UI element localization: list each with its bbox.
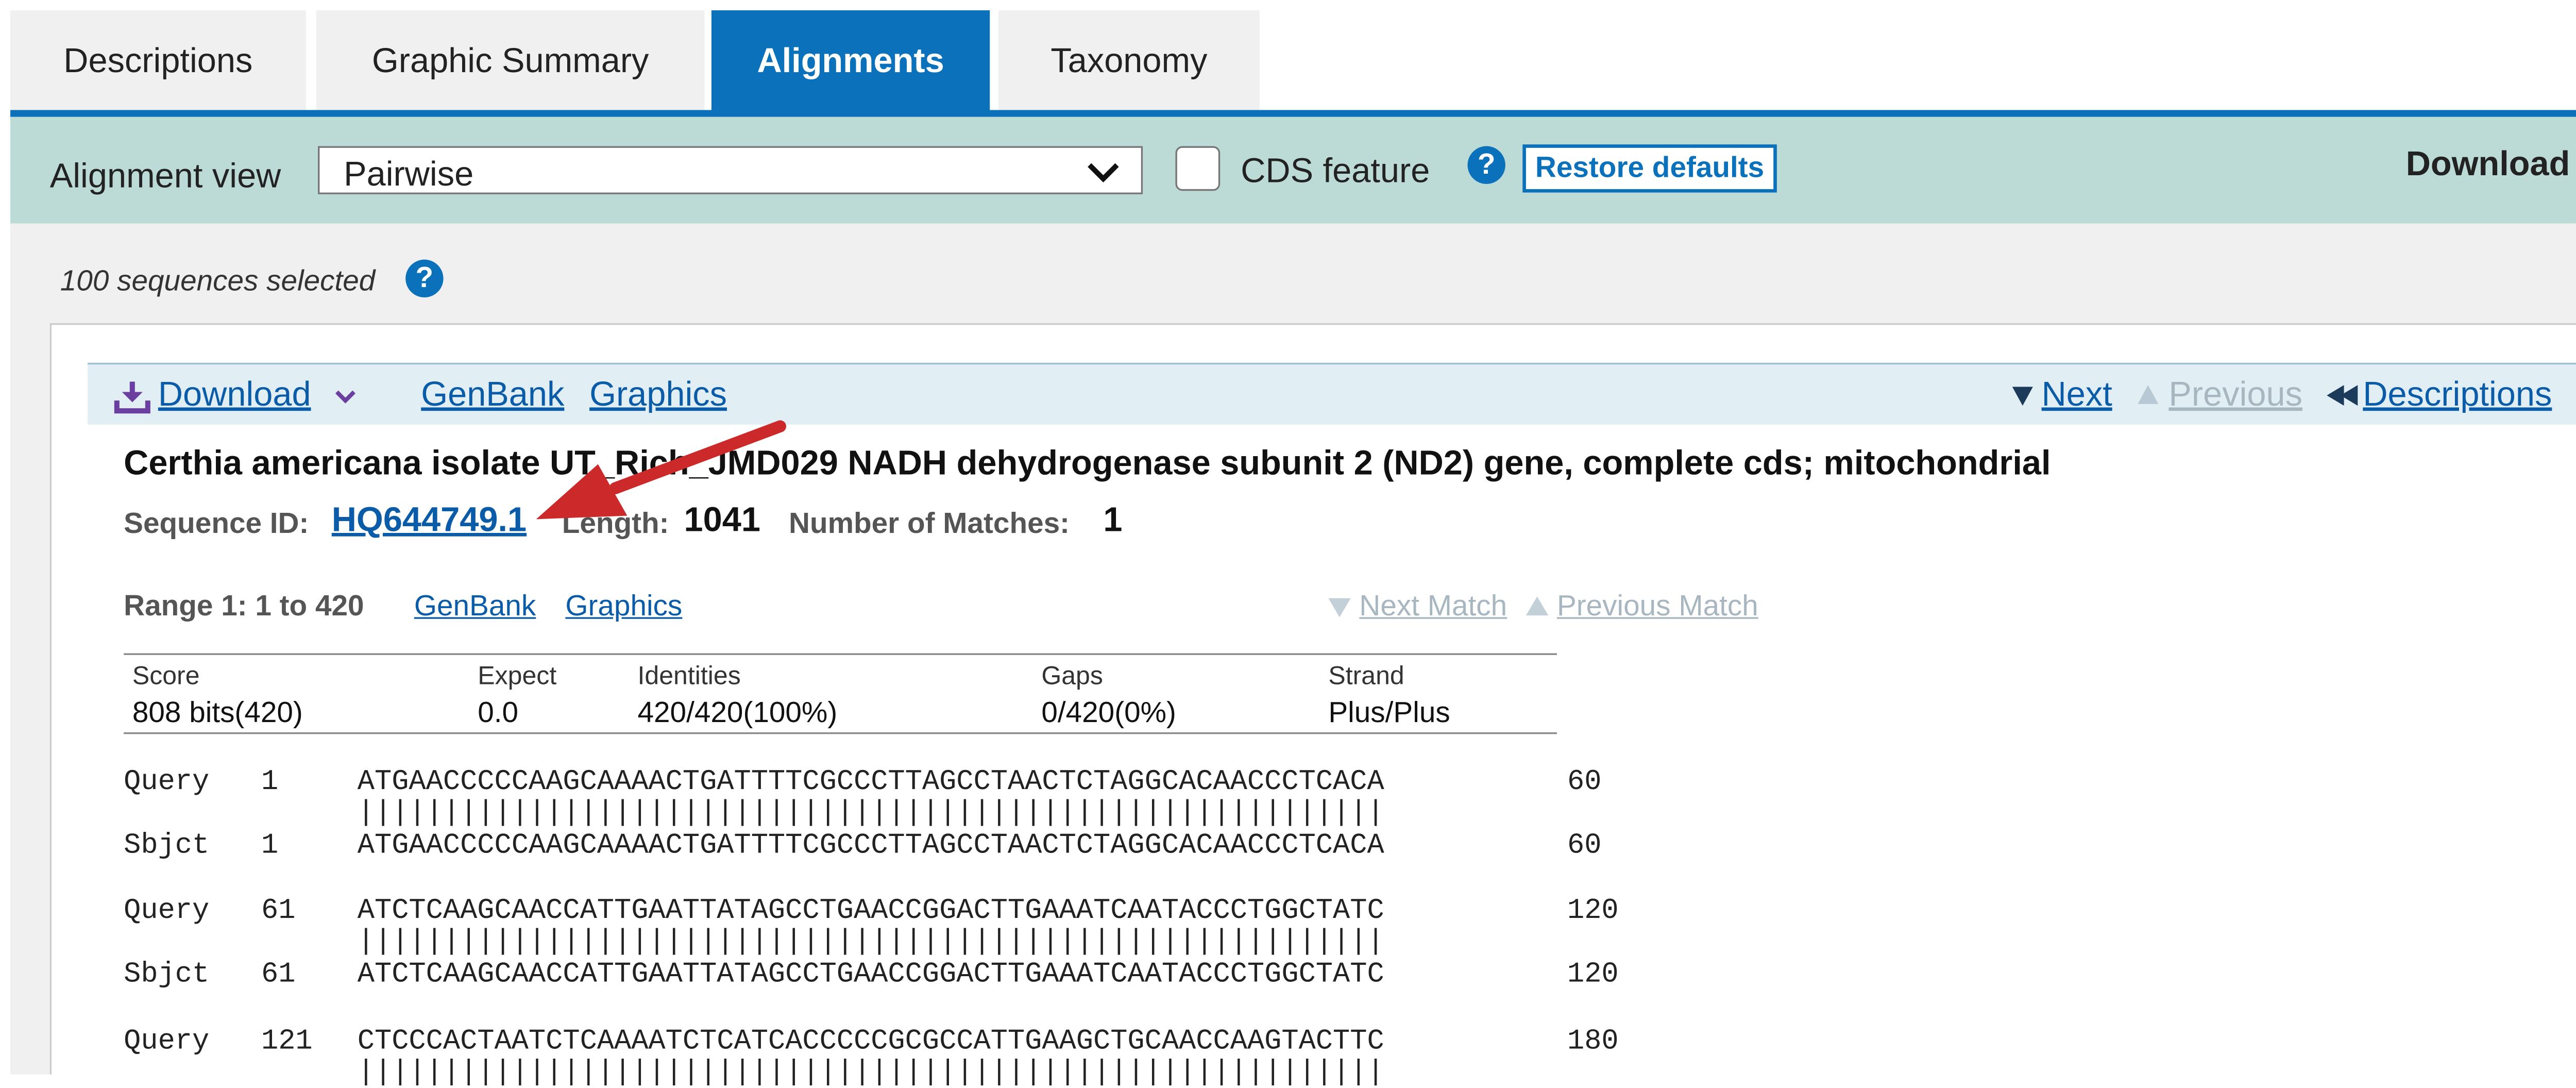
sequence-id-link[interactable]: HQ644749.1 <box>331 501 527 540</box>
previous-match-link[interactable]: Previous Match <box>1556 590 1758 623</box>
alignment-view-value: Pairwise <box>344 156 474 194</box>
download-menu-button[interactable]: Download <box>2405 146 2570 184</box>
stats-gaps-value: 0/420(0%) <box>1041 696 1176 729</box>
stats-identities-value: 420/420(100%) <box>637 696 838 729</box>
range-graphics-link[interactable]: Graphics <box>565 590 683 623</box>
graphics-link[interactable]: Graphics <box>589 376 727 414</box>
triangle-down-icon <box>2012 387 2033 406</box>
chevron-down-icon <box>1088 163 1119 182</box>
previous-hit-link[interactable]: Previous <box>2168 376 2302 414</box>
tab-graphic-summary[interactable]: Graphic Summary <box>316 10 705 114</box>
query-sequence: ATCTCAAGCAACCATTGAATTATAGCCTGAACCGGACTTG… <box>357 894 1384 927</box>
subject-start: 61 <box>261 957 296 991</box>
selection-count: 100 sequences selected <box>60 264 376 298</box>
stats-header-score: Score <box>132 662 200 691</box>
download-icon[interactable] <box>113 380 151 414</box>
query-sequence: CTCCCACTAATCTCAAAATCTCATCACCCCCGCGCCATTG… <box>357 1024 1384 1058</box>
query-end: 60 <box>1567 765 1602 798</box>
alignment-view-label: Alignment view <box>49 158 281 196</box>
triangle-down-icon <box>1328 598 1351 617</box>
restore-defaults-button[interactable]: Restore defaults <box>1522 144 1777 193</box>
subject-sequence: ATGAACCCCCAAGCAAAACTGATTTTCGCCCTTAGCCTAA… <box>357 828 1384 862</box>
cds-feature-label: CDS feature <box>1241 153 1430 191</box>
matches-label: Number of Matches: <box>788 507 1070 540</box>
hit-title: Certhia americana isolate UT_Rich_JMD029… <box>124 445 2051 483</box>
stats-header-gaps: Gaps <box>1041 662 1103 691</box>
sequence-id-label: Sequence ID: <box>124 507 309 540</box>
alignment-panel <box>49 323 2576 1075</box>
alignment-view-select[interactable]: Pairwise <box>318 146 1143 194</box>
stats-bottom-rule <box>124 732 1557 734</box>
next-match-link[interactable]: Next Match <box>1359 590 1507 623</box>
next-hit-link[interactable]: Next <box>2041 376 2112 414</box>
stats-header-strand: Strand <box>1328 662 1404 691</box>
alignment-link-bar <box>88 362 2576 425</box>
chevron-down-icon <box>335 390 355 404</box>
range-label: Range 1: 1 to 420 <box>124 590 364 623</box>
query-label: Query <box>124 1024 210 1058</box>
subject-label: Sbjct <box>124 957 210 991</box>
subject-end: 120 <box>1567 957 1619 991</box>
query-sequence: ATGAACCCCCAAGCAAAACTGATTTTCGCCCTTAGCCTAA… <box>357 765 1384 798</box>
genbank-link[interactable]: GenBank <box>421 376 565 414</box>
stats-strand-value: Plus/Plus <box>1328 696 1450 729</box>
help-icon[interactable]: ? <box>405 259 444 298</box>
query-label: Query <box>124 894 210 927</box>
query-end: 180 <box>1567 1024 1619 1058</box>
stats-header-expect: Expect <box>478 662 557 691</box>
cds-feature-checkbox[interactable] <box>1175 146 1221 191</box>
descriptions-link[interactable]: Descriptions <box>2363 376 2552 414</box>
subject-start: 1 <box>261 828 279 862</box>
query-start: 61 <box>261 894 296 927</box>
tab-underline <box>10 110 2576 117</box>
triangle-up-icon <box>1526 596 1549 616</box>
query-start: 121 <box>261 1024 313 1058</box>
tab-alignments[interactable]: Alignments <box>711 10 990 114</box>
match-line: ||||||||||||||||||||||||||||||||||||||||… <box>357 796 1384 829</box>
query-label: Query <box>124 765 210 798</box>
tab-descriptions[interactable]: Descriptions <box>10 10 306 114</box>
stats-top-rule <box>124 653 1557 655</box>
triangle-up-icon <box>2138 385 2159 404</box>
subject-end: 60 <box>1567 828 1602 862</box>
hit-download-link[interactable]: Download <box>158 376 311 414</box>
query-end: 120 <box>1567 894 1619 927</box>
match-line: ||||||||||||||||||||||||||||||||||||||||… <box>357 925 1384 958</box>
help-icon[interactable]: ? <box>1467 146 1505 184</box>
length-value: 1041 <box>684 501 760 540</box>
stats-header-identities: Identities <box>637 662 741 691</box>
subject-sequence: ATCTCAAGCAACCATTGAATTATAGCCTGAACCGGACTTG… <box>357 957 1384 991</box>
subject-label: Sbjct <box>124 828 210 862</box>
matches-value: 1 <box>1103 501 1123 540</box>
tab-taxonomy[interactable]: Taxonomy <box>998 10 1260 114</box>
back-to-descriptions-icon <box>2327 385 2358 406</box>
range-genbank-link[interactable]: GenBank <box>414 590 536 623</box>
query-start: 1 <box>261 765 279 798</box>
stats-score-value: 808 bits(420) <box>132 696 303 729</box>
stats-expect-value: 0.0 <box>478 696 519 729</box>
